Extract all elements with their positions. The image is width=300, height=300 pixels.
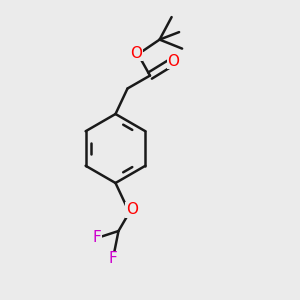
Text: F: F [92, 230, 101, 245]
Text: F: F [109, 251, 118, 266]
Text: O: O [130, 46, 142, 61]
Text: O: O [126, 202, 138, 217]
Text: O: O [167, 54, 179, 69]
